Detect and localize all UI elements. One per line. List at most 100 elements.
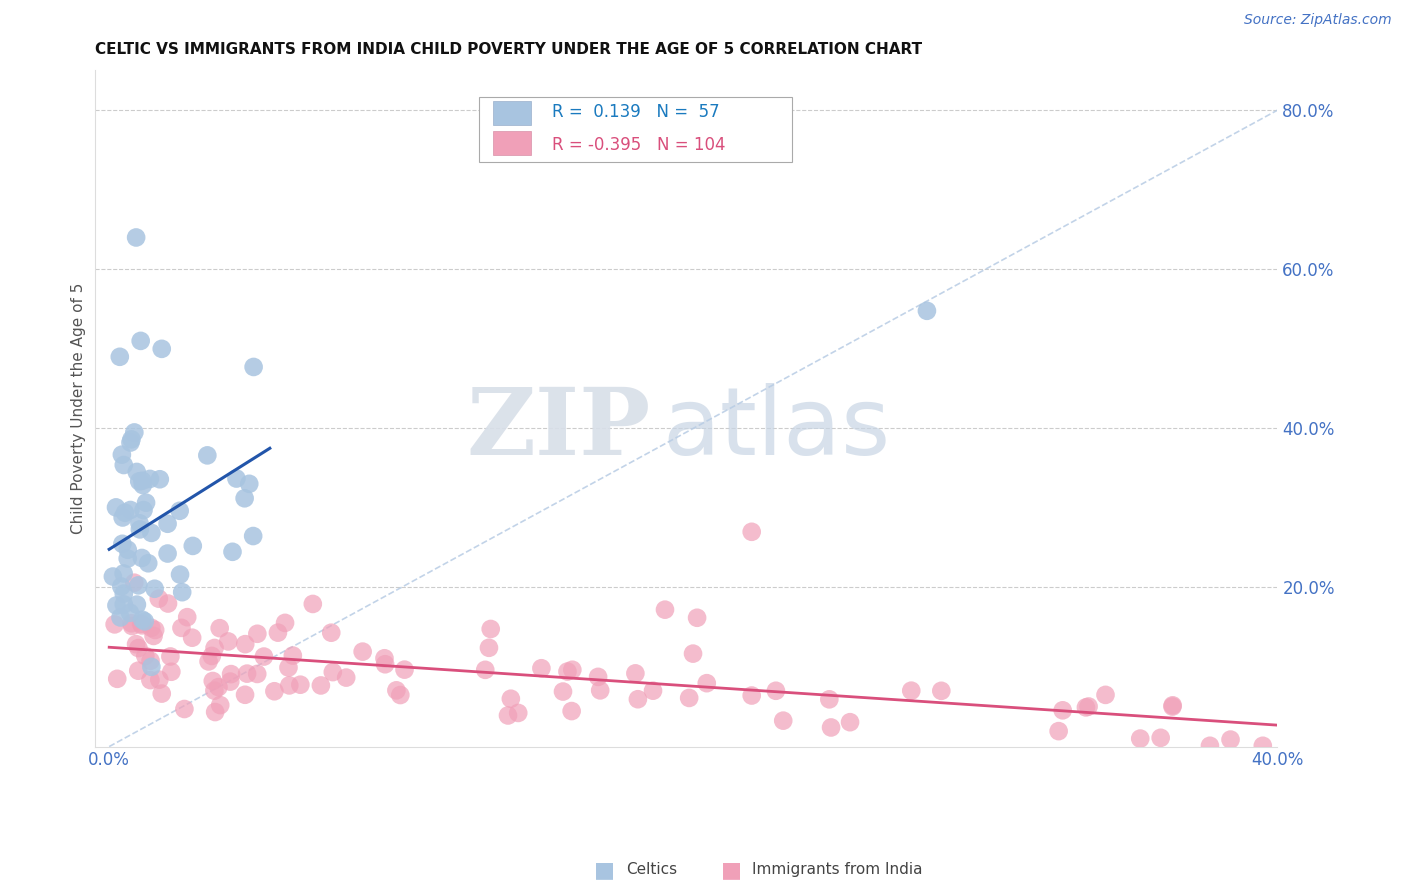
Point <box>479 622 502 636</box>
Point <box>1129 731 1152 746</box>
Point <box>278 678 301 692</box>
Point <box>139 654 162 668</box>
Point <box>1251 739 1274 753</box>
Point <box>129 334 152 348</box>
Point <box>139 472 162 486</box>
Point <box>530 661 553 675</box>
Point <box>233 637 256 651</box>
Point <box>202 683 225 698</box>
Point <box>1199 739 1222 753</box>
Point <box>818 692 841 706</box>
Point <box>150 342 173 356</box>
FancyBboxPatch shape <box>494 131 531 155</box>
Point <box>108 350 131 364</box>
Point <box>1161 698 1184 713</box>
Point <box>129 616 152 631</box>
Point <box>478 640 501 655</box>
Point <box>678 690 700 705</box>
Point <box>128 516 150 531</box>
Point <box>117 542 139 557</box>
Point <box>134 615 156 629</box>
Point <box>105 500 128 515</box>
Text: R =  0.139   N =  57: R = 0.139 N = 57 <box>553 103 720 121</box>
Point <box>135 496 157 510</box>
Point <box>696 676 718 690</box>
Point <box>219 674 242 689</box>
Point <box>101 569 124 583</box>
Point <box>236 666 259 681</box>
Point <box>111 537 134 551</box>
Point <box>160 665 183 679</box>
Point <box>267 625 290 640</box>
Point <box>589 683 612 698</box>
Point <box>110 610 132 624</box>
Point <box>686 611 709 625</box>
Point <box>374 657 396 672</box>
Point <box>141 660 163 674</box>
Point <box>204 705 226 719</box>
Point <box>127 641 149 656</box>
Point <box>508 706 530 720</box>
Point <box>156 547 179 561</box>
Point <box>141 621 163 635</box>
Point <box>195 449 218 463</box>
Point <box>176 610 198 624</box>
Point <box>263 684 285 698</box>
Point <box>156 597 179 611</box>
Text: Source: ZipAtlas.com: Source: ZipAtlas.com <box>1244 13 1392 28</box>
Point <box>124 425 146 440</box>
Point <box>496 708 519 723</box>
Point <box>915 303 938 318</box>
Point <box>221 545 243 559</box>
Text: Celtics: Celtics <box>626 863 676 877</box>
Point <box>159 649 181 664</box>
Point <box>105 599 128 613</box>
Point <box>242 359 264 374</box>
Point <box>128 522 150 536</box>
Point <box>217 634 239 648</box>
Point <box>173 702 195 716</box>
Point <box>820 721 842 735</box>
Point <box>148 591 170 606</box>
Point <box>389 688 412 702</box>
Point <box>624 666 647 681</box>
Point <box>321 625 343 640</box>
Point <box>1047 724 1070 739</box>
Point <box>121 433 143 447</box>
Point <box>561 704 583 718</box>
Point <box>156 516 179 531</box>
Point <box>1077 699 1099 714</box>
Point <box>551 684 574 698</box>
Point <box>149 472 172 486</box>
Point <box>124 575 146 590</box>
Point <box>131 613 153 627</box>
Point <box>352 645 374 659</box>
Point <box>181 539 204 553</box>
Point <box>142 629 165 643</box>
Point <box>242 529 264 543</box>
Point <box>120 616 142 631</box>
Point <box>143 623 166 637</box>
Point <box>586 670 609 684</box>
Point <box>290 678 312 692</box>
Point <box>197 655 219 669</box>
Point <box>131 618 153 632</box>
Point <box>112 586 135 600</box>
Point <box>900 683 922 698</box>
Point <box>394 663 416 677</box>
Point <box>682 647 704 661</box>
Point <box>121 619 143 633</box>
Point <box>139 673 162 687</box>
Point <box>322 665 344 679</box>
Point <box>474 663 496 677</box>
Point <box>131 551 153 566</box>
Point <box>125 230 148 244</box>
Text: Immigrants from India: Immigrants from India <box>752 863 922 877</box>
Point <box>134 648 156 663</box>
Point <box>132 503 155 517</box>
Point <box>499 691 522 706</box>
Point <box>114 506 136 520</box>
Point <box>132 478 155 492</box>
Point <box>110 580 132 594</box>
Point <box>111 510 134 524</box>
